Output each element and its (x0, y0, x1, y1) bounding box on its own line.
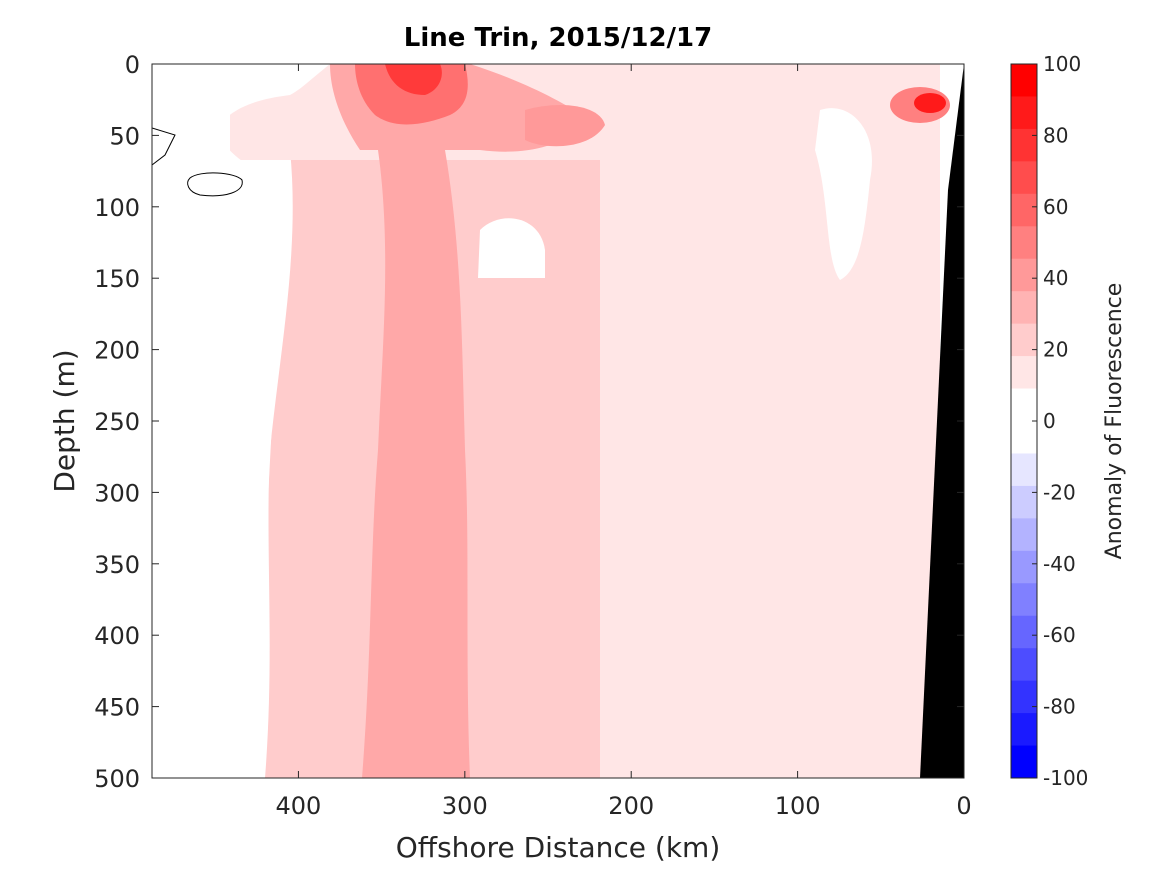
colorbar-segment (1011, 485, 1037, 519)
colorbar-segment (1011, 226, 1037, 260)
contour-band-90-100-core (385, 64, 442, 95)
y-tick-label: 150 (94, 265, 140, 293)
colorbar-segment (1011, 161, 1037, 195)
y-axis-label: Depth (m) (48, 349, 81, 492)
y-tick-label: 400 (94, 622, 140, 650)
colorbar-segment (1011, 96, 1037, 130)
colorbar-segment (1011, 323, 1037, 357)
x-axis: 400 300 200 100 0 (276, 64, 972, 820)
colorbar-segment (1011, 648, 1037, 682)
y-tick-label: 100 (94, 194, 140, 222)
colorbar-segment (1011, 388, 1037, 422)
y-tick-label: 0 (125, 51, 140, 79)
plot-area (152, 64, 964, 778)
contour-lines (152, 127, 243, 197)
contour-hole-nearshore-2 (478, 218, 545, 278)
colorbar-segment (1011, 291, 1037, 325)
y-axis: 0 50 100 150 200 250 300 350 400 450 500 (94, 51, 964, 793)
x-tick-label: 0 (956, 792, 971, 820)
x-tick-label: 400 (276, 792, 322, 820)
y-tick-label: 200 (94, 337, 140, 365)
contour-hole-nearshore-1 (815, 108, 872, 280)
x-axis-label: Offshore Distance (km) (396, 831, 721, 864)
colorbar-tick-label: 100 (1043, 52, 1081, 76)
colorbar-tick-label: 60 (1043, 195, 1068, 219)
colorbar-segment (1011, 745, 1037, 779)
y-tick-label: 450 (94, 694, 140, 722)
bathymetry-mask (920, 64, 964, 778)
contour-fill (152, 64, 950, 778)
contour-line-zero-2 (187, 172, 243, 197)
chart-title: Line Trin, 2015/12/17 (404, 23, 712, 53)
contour-line-zero-1 (152, 127, 176, 166)
y-tick-label: 500 (94, 765, 140, 793)
colorbar-tick-label: 40 (1043, 266, 1068, 290)
colorbar-segment (1011, 550, 1037, 584)
contour-band-0-10-nearshore (600, 64, 940, 778)
y-tick-label: 50 (109, 122, 140, 150)
contour-band-30-40-patch (525, 105, 605, 147)
colorbar-tick-label: 20 (1043, 338, 1068, 362)
colorbar-segment (1011, 518, 1037, 552)
colorbar-segment (1011, 356, 1037, 390)
y-tick-label: 300 (94, 479, 140, 507)
colorbar-segment (1011, 680, 1037, 714)
x-tick-label: 200 (608, 792, 654, 820)
x-tick-label: 300 (442, 792, 488, 820)
colorbar-label: Anomaly of Fluorescence (1102, 283, 1127, 560)
x-tick-label: 100 (775, 792, 821, 820)
colorbar-tick-label: -100 (1043, 766, 1088, 790)
colorbar-segment (1011, 258, 1037, 292)
colorbar-segment (1011, 615, 1037, 649)
colorbar-segment (1011, 193, 1037, 227)
contour-band-90-100-nearshore (914, 93, 946, 113)
y-tick-label: 250 (94, 408, 140, 436)
colorbar-segment (1011, 64, 1037, 97)
colorbar-ticks: 100 80 60 40 20 0 -20 -40 -60 -80 -100 (1032, 52, 1088, 790)
colorbar-tick-label: -40 (1043, 552, 1076, 576)
y-tick-label: 350 (94, 551, 140, 579)
contour-band-30-40-column (362, 150, 470, 778)
colorbar-segment (1011, 713, 1037, 747)
contour-zero-offshore (152, 64, 330, 778)
colorbar (1011, 64, 1037, 779)
colorbar-segment (1011, 583, 1037, 617)
colorbar-tick-label: -60 (1043, 623, 1076, 647)
colorbar-segment (1011, 421, 1037, 454)
colorbar-segment (1011, 128, 1037, 162)
colorbar-segment (1011, 453, 1037, 487)
colorbar-tick-label: -80 (1043, 695, 1076, 719)
colorbar-tick-label: -20 (1043, 480, 1076, 504)
colorbar-tick-label: 0 (1043, 409, 1056, 433)
colorbar-tick-label: 80 (1043, 123, 1068, 147)
